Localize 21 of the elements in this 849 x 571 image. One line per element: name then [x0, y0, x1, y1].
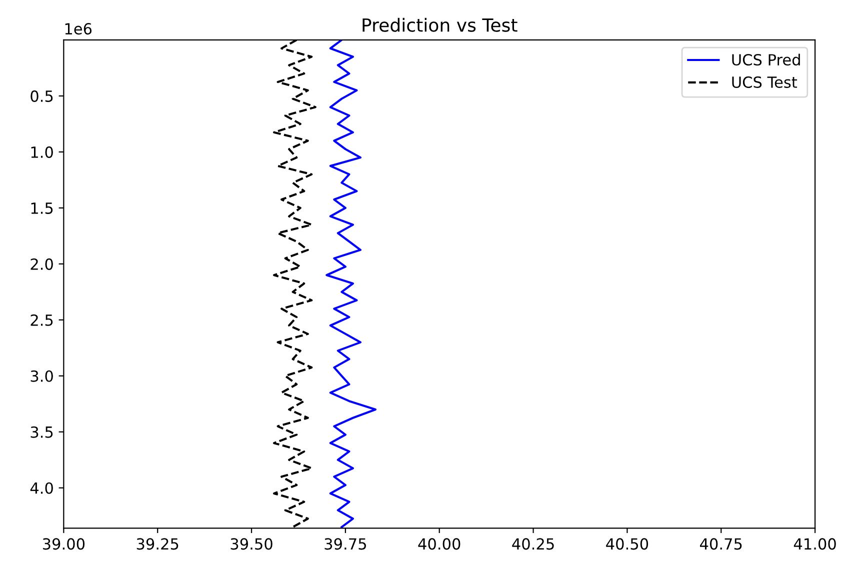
legend-label: UCS Pred [732, 54, 800, 66]
y-tick-label: 0.5 [30, 90, 53, 102]
x-tick-label: 40.50 [606, 538, 648, 550]
y-tick-label: 4.0 [30, 482, 53, 494]
y-tick-label: 3.0 [30, 370, 53, 382]
y-tick-label: 1.0 [31, 146, 53, 158]
y-tick-label: 2.5 [30, 314, 53, 326]
x-tick-label: 40.25 [512, 538, 554, 550]
x-tick-label: 40.00 [418, 538, 460, 550]
y-tick-label: 2.0 [30, 258, 53, 270]
chart-title: Prediction vs Test [362, 18, 518, 32]
x-tick-label: 41.00 [794, 538, 836, 550]
text: 1e6 [65, 23, 92, 35]
y-tick-label: 1.5 [31, 202, 53, 214]
legend-label: UCS Test [732, 76, 798, 88]
y-tick-label: 3.5 [30, 426, 53, 438]
x-tick-label: 39.25 [136, 538, 178, 550]
x-tick-label: 39.75 [324, 538, 366, 550]
x-tick-label: 39.00 [42, 538, 85, 550]
x-tick-label: 39.50 [230, 538, 272, 550]
x-tick-label: 40.75 [700, 538, 742, 550]
